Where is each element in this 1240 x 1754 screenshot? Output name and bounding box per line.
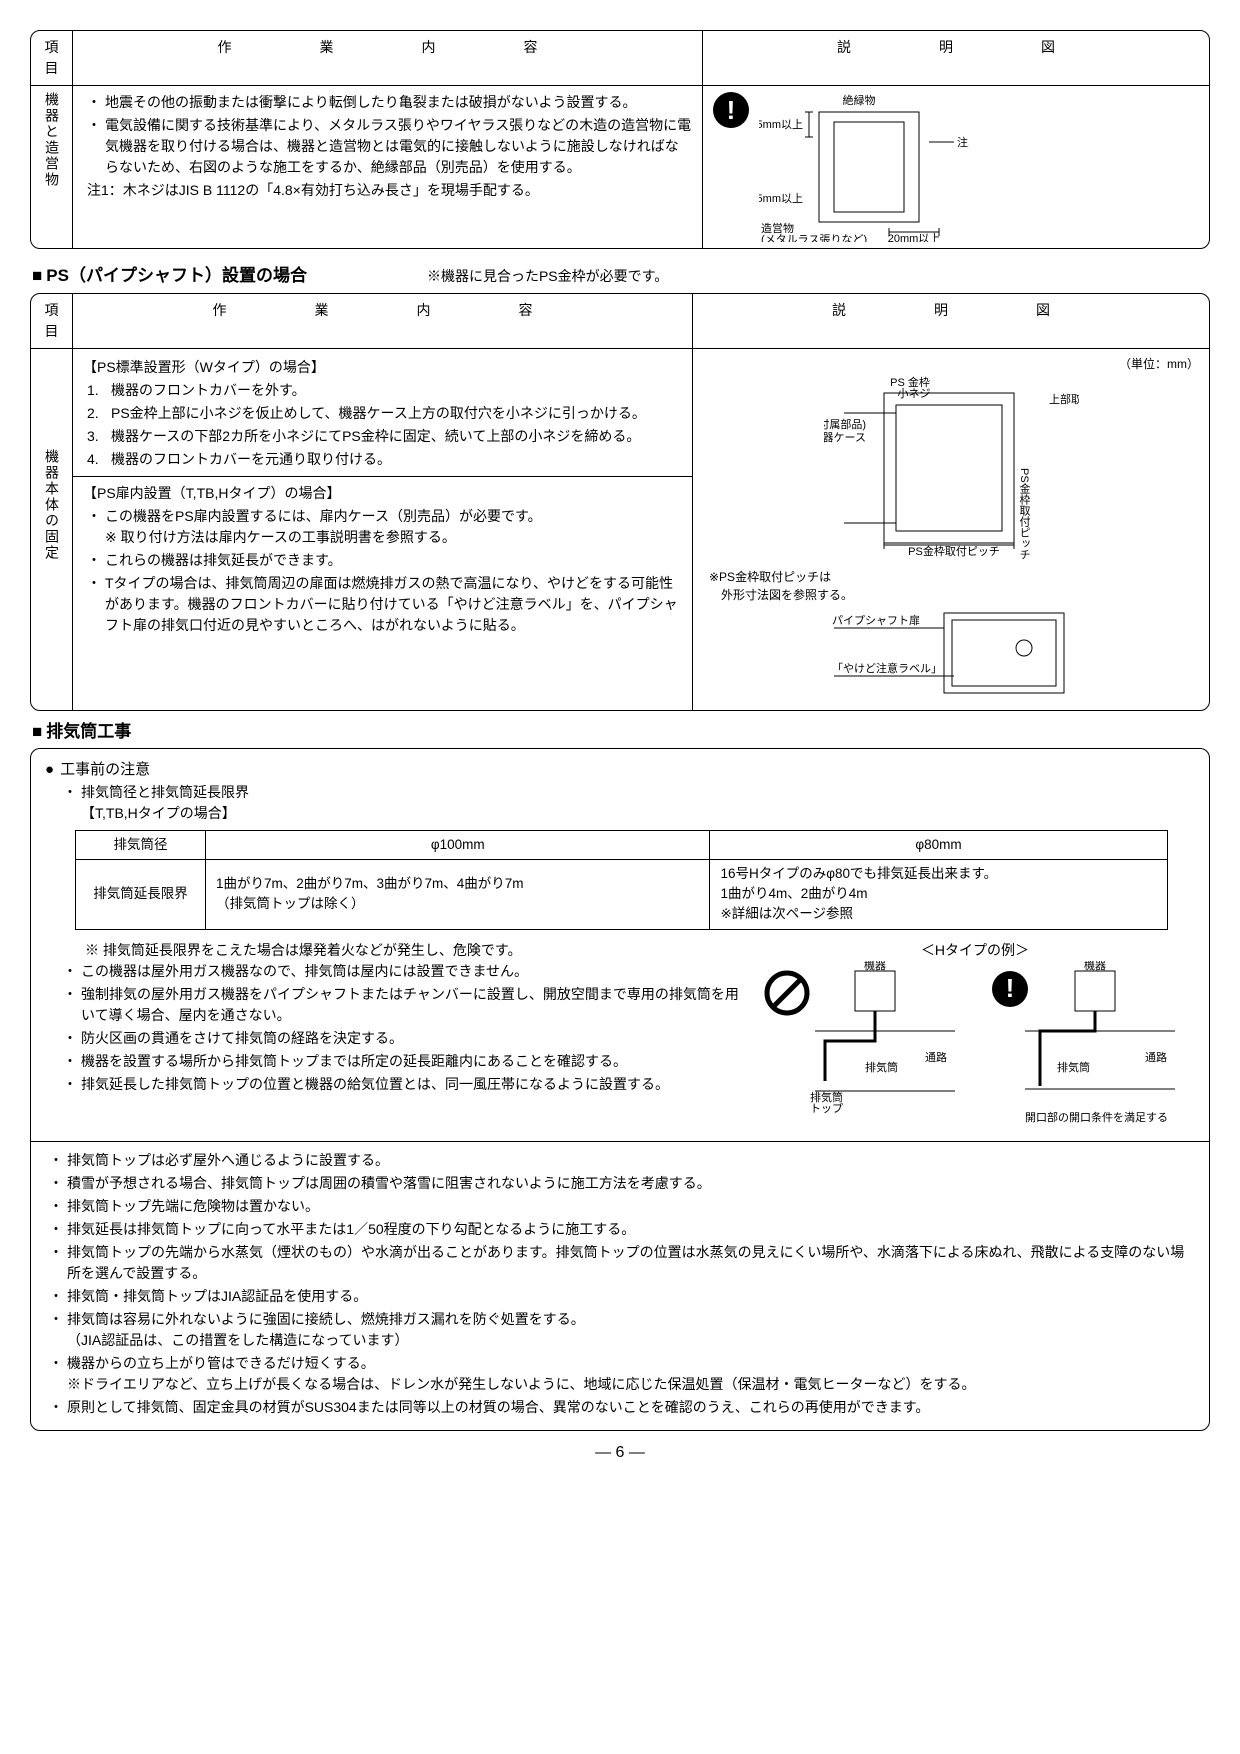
partA-item: PS金枠上部に小ネジを仮止めして、機器ケース上方の取付穴を小ネジに引っかける。 xyxy=(83,403,682,424)
lower-bullet: 原則として排気筒、固定金具の材質がSUS304または同等以上の材質の場合、異常の… xyxy=(45,1397,1195,1418)
star-note: ※ 排気筒延長限界をこえた場合は爆発着火などが発生し、危険です。 xyxy=(45,940,745,961)
svg-text:5mm以上: 5mm以上 xyxy=(759,192,803,205)
pre-line2-text: 【T,TB,Hタイプの場合】 xyxy=(81,805,236,821)
svg-text:機器: 機器 xyxy=(1084,961,1106,972)
partA-item: 機器のフロントカバーを元通り取り付ける。 xyxy=(83,449,682,470)
partB-bullet: これらの機器は排気延長ができます。 xyxy=(83,550,682,571)
svg-text:5mm以上: 5mm以上 xyxy=(759,118,803,131)
svg-text:20mm以上: 20mm以上 xyxy=(888,232,941,242)
partB-bullet: この機器をPS扉内設置するには、扉内ケース（別売品）が必要です。 ※ 取り付け方… xyxy=(83,506,682,548)
exhaust-title: 排気筒工事 xyxy=(32,719,1210,745)
svg-text:機器: 機器 xyxy=(864,961,886,972)
col-fig: 説 明 図 xyxy=(703,31,1210,86)
table-ps-install: 項目 作 業 内 容 説 明 図 機器本体の固定 【PS標準設置形（Wタイプ）の… xyxy=(30,293,1210,711)
col-fig: 説 明 図 xyxy=(693,294,1210,349)
inner-td: 1曲がり7m、2曲がり7m、3曲がり7m、4曲がり7m （排気筒トップは除く） xyxy=(206,859,710,929)
col-work: 作 業 内 容 xyxy=(73,294,693,349)
table-equipment-building: 項目 作 業 内 容 説 明 図 機器と造営物 地震その他の振動または衝撃により… xyxy=(30,30,1210,249)
svg-text:注1: 注1 xyxy=(957,135,969,149)
inner-th: φ100mm xyxy=(206,830,710,859)
partB-head: 【PS扉内設置（T,TB,Hタイプ）の場合】 xyxy=(83,483,682,504)
ps-door-diagram: パイプシャフト扉 「やけど注意ラベル」 xyxy=(824,608,1079,698)
mid-bullet: この機器は屋外用ガス機器なので、排気筒は屋内には設置できません。 xyxy=(59,961,745,982)
mid-bullet: 防火区画の貫通をさけて排気筒の経路を決定する。 xyxy=(59,1028,745,1049)
svg-text:排気筒: 排気筒 xyxy=(865,1060,898,1074)
lower-bullet: 排気筒トップ先端に危険物は置かない。 xyxy=(45,1196,1195,1217)
svg-text:機器ケース: 機器ケース xyxy=(824,430,866,444)
svg-text:PS金枠取付ピッチ: PS金枠取付ピッチ xyxy=(1018,468,1031,560)
row-label-cell: 機器本体の固定 xyxy=(31,348,73,710)
lower-bullet: 排気筒・排気筒トップはJIA認証品を使用する。 xyxy=(45,1286,1195,1307)
svg-text:絶緑物: 絶緑物 xyxy=(843,93,876,107)
col-item: 項目 xyxy=(31,294,73,349)
work-cell: 地震その他の振動または衝撃により転倒したり亀裂または破損がないよう設置する。 電… xyxy=(73,86,703,249)
svg-text:造営物(メタルラス張りなど): 造営物(メタルラス張りなど) xyxy=(761,221,867,242)
lower-bullet: 排気筒トップの先端から水蒸気（煙状のもの）や水滴が出ることがあります。排気筒トッ… xyxy=(45,1242,1195,1284)
svg-text:排気筒トップ: 排気筒トップ xyxy=(810,1090,843,1115)
mid-bullet: 排気延長した排気筒トップの位置と機器の給気位置とは、同一風圧帯になるように設置す… xyxy=(59,1074,745,1095)
col-item: 項目 xyxy=(31,31,73,86)
exhaust-box: 工事前の注意 排気筒径と排気筒延長限界 【T,TB,Hタイプの場合】 排気筒径 … xyxy=(30,748,1210,1431)
ps-section-note: ※機器に見合ったPS金枠が必要です。 xyxy=(427,266,668,287)
row-label: 機器と造営物 xyxy=(41,92,62,188)
t1-bullet: 地震その他の振動または衝撃により転倒したり亀裂または破損がないよう設置する。 xyxy=(83,92,692,113)
svg-text:(付属部品): (付属部品) xyxy=(824,417,866,431)
diagram-cell: ! 絶緑物 5mm以上 注1 5mm以上 造営物(メタルラス張りなど) 20mm… xyxy=(703,86,1210,249)
inner-td: 排気筒延長限界 xyxy=(76,859,206,929)
ps-section-title: PS（パイプシャフト）設置の場合 xyxy=(32,263,307,289)
svg-text:通路: 通路 xyxy=(925,1051,947,1064)
svg-text:上部取付部: 上部取付部 xyxy=(1049,392,1079,406)
lower-bullet: 排気筒トップは必ず屋外へ通じるように設置する。 xyxy=(45,1150,1195,1171)
inner-th: φ80mm xyxy=(710,830,1167,859)
svg-text:通路: 通路 xyxy=(1145,1051,1167,1064)
page-number: — 6 — xyxy=(30,1441,1210,1465)
svg-text:!: ! xyxy=(1006,973,1015,1003)
inner-td: 16号Hタイプのみφ80でも排気延長出来ます。 1曲がり4m、2曲がり4m ※詳… xyxy=(710,859,1167,929)
partA-head: 【PS標準設置形（Wタイプ）の場合】 xyxy=(83,357,682,378)
inner-th: 排気筒径 xyxy=(76,830,206,859)
h-example-diagram: ＜Hタイプの例＞ 機器 通路 排気筒 排気筒トップ xyxy=(755,940,1195,1137)
pre-line1: 排気筒径と排気筒延長限界 【T,TB,Hタイプの場合】 xyxy=(59,782,1195,824)
partB-bullet: Tタイプの場合は、排気筒周辺の扉面は燃焼排ガスの熱で高温になり、やけどをする可能… xyxy=(83,573,682,636)
pre-line1-text: 排気筒径と排気筒延長限界 xyxy=(81,784,249,800)
warning-icon: ! xyxy=(713,92,749,128)
lower-bullet: 排気延長は排気筒トップに向って水平または1／50程度の下り勾配となるように施工す… xyxy=(45,1219,1195,1240)
h-example-title: ＜Hタイプの例＞ xyxy=(755,940,1195,961)
svg-text:排気筒: 排気筒 xyxy=(1057,1060,1090,1074)
svg-text:小ネジ: 小ネジ xyxy=(897,387,930,400)
partA-item: 機器のフロントカバーを外す。 xyxy=(83,380,682,401)
building-diagram: 絶緑物 5mm以上 注1 5mm以上 造営物(メタルラス張りなど) 20mm以上 xyxy=(759,92,969,242)
svg-text:パイプシャフト扉: パイプシャフト扉 xyxy=(832,614,920,627)
col-work: 作 業 内 容 xyxy=(73,31,703,86)
svg-text:開口部の開口条件を満足する: 開口部の開口条件を満足する xyxy=(1025,1110,1168,1124)
svg-text:PS 金枠: PS 金枠 xyxy=(890,375,930,389)
t1-note: 注1：木ネジはJIS B 1112の「4.8×有効打ち込み長さ」を現場手配する。 xyxy=(83,180,692,201)
row-label: 機器本体の固定 xyxy=(41,355,62,655)
ps-frame-diagram: PS 金枠 小ネジ (付属部品) 機器ケース 上部取付部 PS金枠取付ピッチ P… xyxy=(824,373,1079,563)
work-cell: 【PS標準設置形（Wタイプ）の場合】 機器のフロントカバーを外す。 PS金枠上部… xyxy=(73,348,693,710)
ps-pitch-note: ※PS金枠取付ピッチは 外形寸法図を参照する。 xyxy=(703,568,1199,604)
mid-bullet: 強制排気の屋外用ガス機器をパイプシャフトまたはチャンバーに設置し、開放空間まで専… xyxy=(59,984,745,1026)
exhaust-limit-table: 排気筒径 φ100mm φ80mm 排気筒延長限界 1曲がり7m、2曲がり7m、… xyxy=(75,830,1168,930)
lower-bullet: 積雪が予想される場合、排気筒トップは周囲の積雪や落雪に阻害されないように施工方法… xyxy=(45,1173,1195,1194)
diagram-cell: （単位：mm） PS 金枠 小ネジ (付属部品) 機器ケース 上部取付部 PS金… xyxy=(693,348,1210,710)
svg-text:「やけど注意ラベル」: 「やけど注意ラベル」 xyxy=(832,661,942,675)
t1-bullet: 電気設備に関する技術基準により、メタルラス張りやワイヤラス張りなどの木造の造営物… xyxy=(83,115,692,178)
lower-bullet: 排気筒は容易に外れないように強固に接続し、燃焼排ガス漏れを防ぐ処置をする。 （J… xyxy=(45,1309,1195,1351)
unit-label: （単位：mm） xyxy=(703,355,1199,373)
svg-text:PS金枠取付ピッチ: PS金枠取付ピッチ xyxy=(908,544,1000,558)
lower-bullet: 機器からの立ち上がり管はできるだけ短くする。 ※ドライエリアなど、立ち上げが長く… xyxy=(45,1353,1195,1395)
pre-title: 工事前の注意 xyxy=(45,759,1195,782)
partA-item: 機器ケースの下部2カ所を小ネジにてPS金枠に固定、続いて上部の小ネジを締める。 xyxy=(83,426,682,447)
row-label-cell: 機器と造営物 xyxy=(31,86,73,249)
mid-bullet: 機器を設置する場所から排気筒トップまでは所定の延長距離内にあることを確認する。 xyxy=(59,1051,745,1072)
